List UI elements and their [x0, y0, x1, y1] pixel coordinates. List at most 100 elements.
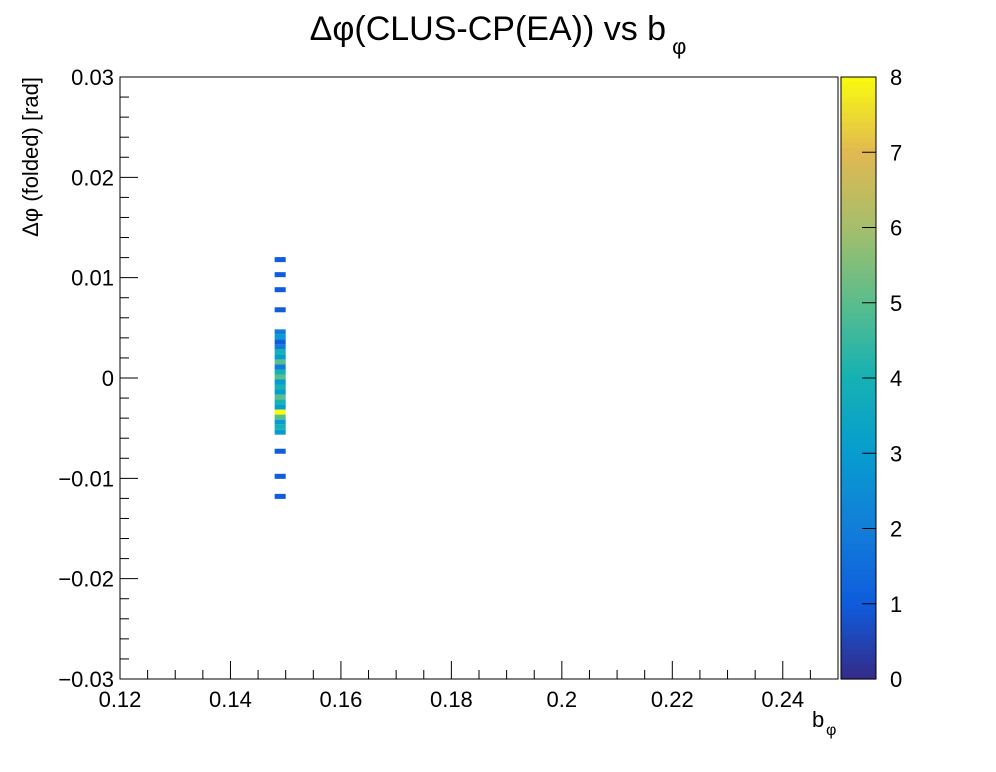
colorbar-segment	[841, 337, 876, 344]
colorbar-segment	[841, 458, 876, 464]
y-tick-label: 0	[102, 366, 114, 391]
colorbar-segment	[841, 543, 876, 550]
colorbar-segment	[841, 413, 876, 419]
colorbar-segment	[841, 97, 876, 103]
y-tick-label: −0.02	[58, 567, 114, 592]
x-tick-label: 0.2	[547, 687, 578, 712]
colorbar-segment	[841, 212, 876, 219]
colorbar-segment	[841, 558, 876, 565]
colorbar-segment	[841, 287, 876, 294]
x-tick-label: 0.12	[99, 687, 142, 712]
colorbar-segment	[841, 272, 876, 279]
heatmap-cell	[274, 359, 286, 365]
colorbar-tick-label: 8	[890, 65, 902, 90]
colorbar-segment	[841, 207, 876, 214]
colorbar-segment	[841, 468, 876, 474]
y-axis: −0.03 −0.02 −0.01 0 0.01 0.02 0.03	[58, 65, 138, 692]
colorbar-segment	[841, 307, 876, 314]
x-axis-title: b	[812, 707, 824, 732]
colorbar-tick-label: 1	[890, 592, 902, 617]
colorbar-tick-label: 2	[890, 517, 902, 542]
colorbar-segment	[841, 378, 876, 384]
colorbar-segment	[841, 367, 876, 374]
heatmap-cell	[274, 493, 286, 499]
colorbar-tick-label: 0	[890, 667, 902, 692]
colorbar-segment	[841, 352, 876, 359]
colorbar-segment	[841, 643, 876, 650]
heatmap-cells	[274, 257, 286, 499]
colorbar-segment	[841, 152, 876, 158]
colorbar-segment	[841, 673, 876, 680]
colorbar-segment	[841, 648, 876, 655]
colorbar-segment	[841, 107, 876, 113]
colorbar-segment	[841, 428, 876, 434]
chart-title-text: Δφ(CLUS-CP(EA)) vs b	[309, 10, 667, 48]
colorbar-segment	[841, 573, 876, 580]
heatmap-cell	[274, 419, 286, 425]
colorbar-segment	[841, 87, 876, 93]
colorbar-segment	[841, 282, 876, 289]
heatmap-cell	[274, 349, 286, 355]
heatmap-cell	[274, 394, 286, 400]
colorbar-segment	[841, 332, 876, 339]
heatmap-cell	[274, 257, 286, 263]
colorbar-segment	[841, 508, 876, 515]
heatmap-cell	[274, 424, 286, 430]
colorbar-segment	[841, 232, 876, 239]
colorbar-segment	[841, 498, 876, 505]
colorbar-segment	[841, 112, 876, 118]
colorbar-segment	[841, 618, 876, 625]
colorbar-segment	[841, 302, 876, 309]
colorbar-segment	[841, 528, 876, 535]
colorbar-tick-label: 3	[890, 441, 902, 466]
heatmap-cell	[274, 429, 286, 435]
y-tick-label: 0.02	[71, 165, 114, 190]
heatmap-cell	[274, 473, 286, 479]
colorbar-segment	[841, 222, 876, 229]
colorbar-segment	[841, 202, 876, 209]
heatmap-cell	[274, 414, 286, 420]
colorbar-segment	[841, 668, 876, 675]
x-axis-title-subscript: φ	[826, 722, 836, 739]
colorbar-segment	[841, 448, 876, 454]
heatmap-cell	[274, 334, 286, 340]
y-tick-label: −0.01	[58, 466, 114, 491]
colorbar-segment	[841, 217, 876, 224]
colorbar-segment	[841, 438, 876, 444]
colorbar-segment	[841, 277, 876, 284]
colorbar-segment	[841, 92, 876, 98]
colorbar-segment	[841, 197, 876, 204]
colorbar-segment	[841, 237, 876, 244]
colorbar-segment	[841, 663, 876, 670]
colorbar-segment	[841, 408, 876, 414]
colorbar-segment	[841, 82, 876, 88]
heatmap-cell	[274, 379, 286, 385]
colorbar-segment	[841, 598, 876, 605]
x-tick-label: 0.14	[209, 687, 252, 712]
plot-frame	[119, 76, 839, 680]
colorbar-segment	[841, 267, 876, 274]
colorbar-segment	[841, 403, 876, 409]
heatmap-cell	[274, 307, 286, 313]
y-tick-label: −0.03	[58, 667, 114, 692]
x-tick-label: 0.18	[430, 687, 473, 712]
colorbar-segment	[841, 513, 876, 520]
colorbar: 0 1 2 3 4 5 6 7 8	[840, 65, 902, 692]
colorbar-segment	[841, 132, 876, 138]
colorbar-segment	[841, 633, 876, 640]
heatmap-cell	[274, 399, 286, 405]
colorbar-segment	[841, 322, 876, 329]
colorbar-segment	[841, 653, 876, 660]
colorbar-segment	[841, 463, 876, 469]
colorbar-segment	[841, 623, 876, 630]
colorbar-segment	[841, 187, 876, 193]
colorbar-segment	[841, 177, 876, 183]
colorbar-segment	[841, 242, 876, 249]
colorbar-segment	[841, 628, 876, 635]
colorbar-segment	[841, 297, 876, 304]
colorbar-segment	[841, 568, 876, 575]
colorbar-segment	[841, 362, 876, 369]
colorbar-segment	[841, 583, 876, 590]
colorbar-segment	[841, 122, 876, 128]
